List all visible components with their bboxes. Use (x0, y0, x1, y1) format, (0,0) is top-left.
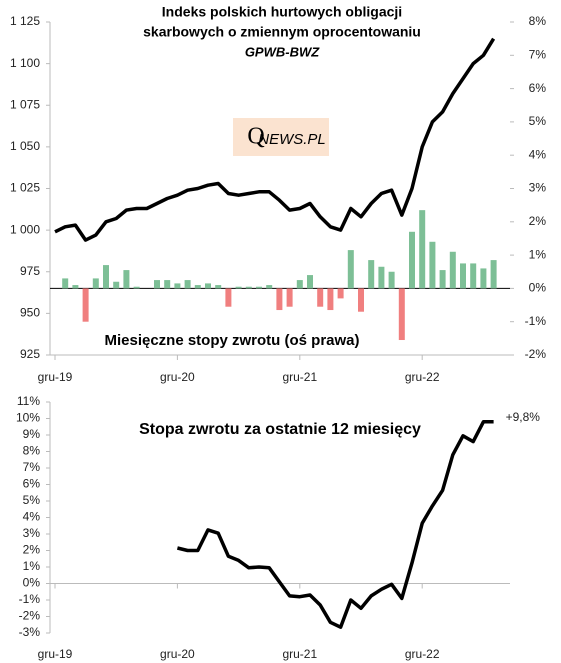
chart-title: skarbowych o zmiennym oprocentowaniu (143, 24, 421, 40)
bar (480, 268, 487, 289)
bar (388, 271, 395, 289)
bar (215, 285, 222, 289)
bar (266, 285, 273, 289)
y-tick-label: 2% (23, 543, 41, 557)
line (54, 37, 496, 242)
bar (133, 286, 140, 289)
y-tick-label: -1% (19, 592, 41, 606)
y-tick-label: 1 100 (10, 56, 40, 70)
y-tick-label: 1% (23, 559, 41, 573)
bar (225, 288, 232, 307)
y-tick-label: 3% (23, 526, 41, 540)
bar (82, 288, 89, 322)
bar (296, 280, 303, 289)
bar (470, 263, 477, 289)
bar (276, 288, 283, 311)
x-tick-label: gru-21 (282, 647, 317, 661)
bar (419, 210, 426, 289)
y2-tick-label: 0% (529, 281, 547, 295)
bar (347, 250, 354, 289)
bar (194, 285, 201, 289)
bar (235, 286, 242, 289)
y2-tick-label: -1% (525, 314, 547, 328)
bar (307, 275, 313, 289)
y-tick-label: 6% (23, 477, 41, 491)
y-tick-label: 1 050 (10, 139, 40, 153)
y-tick-label: 1 075 (10, 97, 40, 111)
logo-box (233, 118, 329, 156)
y2-tick-label: 3% (529, 181, 547, 195)
y-tick-label: -2% (19, 609, 41, 623)
line (176, 420, 494, 629)
bar (184, 280, 191, 289)
chart-title: Stopa zwrotu za ostatnie 12 miesięcy (139, 421, 421, 438)
bar (337, 288, 344, 299)
x-tick-label: gru-21 (282, 370, 317, 384)
y-tick-label: 1 125 (10, 14, 40, 28)
y2-tick-label: 4% (529, 147, 547, 161)
bar (62, 278, 69, 289)
y-tick-label: 8% (23, 444, 41, 458)
bar (409, 231, 415, 289)
x-tick-label: gru-19 (38, 647, 73, 661)
y-tick-label: -3% (19, 625, 41, 639)
bar (398, 288, 405, 341)
bar (113, 281, 120, 289)
bar (123, 270, 130, 289)
y-tick-label: 975 (20, 264, 40, 278)
y-tick-label: 10% (16, 411, 40, 425)
x-tick-label: gru-22 (405, 370, 440, 384)
y2-tick-label: 2% (529, 214, 547, 228)
y-tick-label: 9% (23, 427, 41, 441)
bar (103, 265, 109, 289)
bar (460, 263, 466, 289)
bar (164, 280, 171, 289)
y-tick-label: 1 025 (10, 181, 40, 195)
y2-tick-label: 7% (529, 47, 547, 61)
y-tick-label: 7% (23, 460, 41, 474)
y2-tick-label: -2% (525, 347, 547, 361)
x-tick-label: gru-20 (160, 647, 195, 661)
bar (378, 266, 385, 289)
y-tick-label: 925 (20, 347, 40, 361)
bar (245, 286, 252, 289)
bar (439, 270, 446, 289)
bar (286, 288, 293, 307)
bar (205, 283, 211, 289)
bar (256, 286, 262, 289)
bar (317, 288, 324, 307)
bar (449, 251, 456, 289)
y-tick-label: 5% (23, 493, 41, 507)
x-tick-label: gru-20 (160, 370, 195, 384)
bar (154, 280, 160, 289)
bar (72, 285, 79, 289)
bar (358, 288, 364, 312)
y-tick-label: 0% (23, 576, 41, 590)
y2-tick-label: 1% (529, 247, 547, 261)
bar (490, 260, 497, 289)
y2-tick-label: 5% (529, 114, 547, 128)
y-tick-label: 1 000 (10, 222, 40, 236)
bar (429, 241, 436, 289)
bar (92, 278, 99, 289)
end-label: +9,8% (506, 410, 541, 424)
bar (174, 283, 181, 289)
y2-tick-label: 6% (529, 81, 547, 95)
bar (368, 260, 375, 289)
annotation: Miesięczne stopy zwrotu (oś prawa) (104, 332, 359, 349)
y-tick-label: 11% (17, 394, 40, 408)
x-tick-label: gru-19 (38, 370, 73, 384)
x-tick-label: gru-22 (405, 647, 440, 661)
y-tick-label: 950 (20, 306, 40, 320)
y-tick-label: 4% (23, 510, 41, 524)
chart-subtitle: GPWB-BWZ (245, 44, 320, 59)
y2-tick-label: 8% (529, 14, 547, 28)
logo-q: Q (247, 124, 264, 150)
logo-text: NEWS.PL (258, 131, 326, 148)
chart-title: Indeks polskich hurtowych obligacji (162, 4, 402, 20)
bar (327, 288, 334, 311)
